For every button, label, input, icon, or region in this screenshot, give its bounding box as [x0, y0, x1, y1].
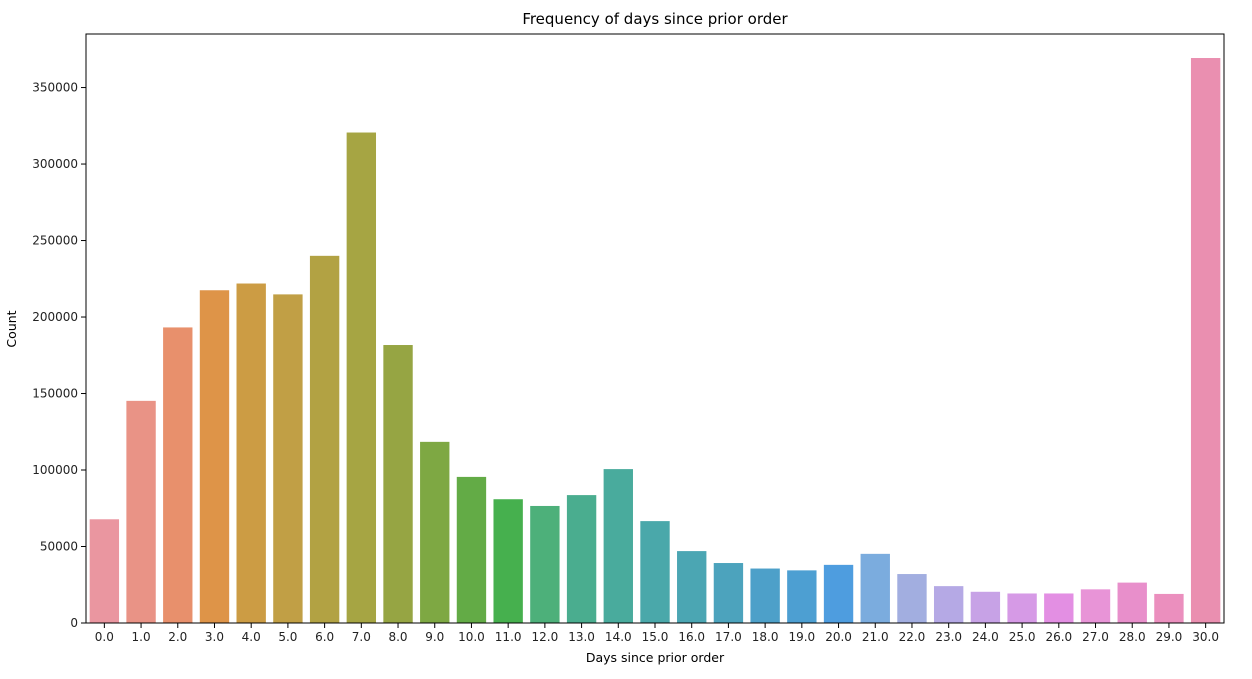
x-tick-label: 1.0: [132, 630, 151, 644]
bar-18.0: [750, 568, 780, 623]
bar-28.0: [1117, 582, 1147, 623]
bar-26.0: [1044, 593, 1074, 623]
x-tick-label: 30.0: [1192, 630, 1219, 644]
bar-24.0: [970, 591, 1001, 623]
x-tick-label: 3.0: [205, 630, 224, 644]
y-tick-label: 50000: [40, 540, 78, 554]
y-tick-label: 250000: [32, 234, 78, 248]
x-tick-label: 0.0: [95, 630, 114, 644]
x-tick-label: 25.0: [1009, 630, 1036, 644]
bar-12.0: [530, 505, 560, 623]
x-tick-label: 26.0: [1045, 630, 1072, 644]
y-tick-label: 150000: [32, 387, 78, 401]
x-tick-label: 9.0: [425, 630, 444, 644]
y-tick-label: 200000: [32, 310, 78, 324]
bar-0.0: [89, 519, 120, 623]
bar-13.0: [566, 495, 597, 623]
x-axis-label: Days since prior order: [586, 650, 725, 665]
x-tick-label: 2.0: [168, 630, 187, 644]
bar-19.0: [787, 570, 817, 623]
x-tick-label: 23.0: [935, 630, 962, 644]
x-tick-label: 11.0: [495, 630, 522, 644]
bar-4.0: [236, 283, 266, 623]
x-tick-label: 13.0: [568, 630, 595, 644]
bar-11.0: [493, 499, 523, 623]
x-tick-label: 4.0: [242, 630, 261, 644]
x-tick-label: 20.0: [825, 630, 852, 644]
bar-3.0: [199, 290, 230, 623]
bar-23.0: [933, 586, 964, 623]
x-tick-label: 18.0: [752, 630, 779, 644]
bar-9.0: [420, 441, 450, 623]
x-axis: 0.0 1.0 2.0 3.0 4.0 5.0 6.0 7.0 8.0 9.0 10.0 11.0 12…: [95, 623, 1219, 644]
x-tick-label: 17.0: [715, 630, 742, 644]
x-tick-label: 14.0: [605, 630, 632, 644]
x-tick-label: 6.0: [315, 630, 334, 644]
bar-5.0: [273, 294, 303, 623]
bar-1.0: [126, 400, 156, 623]
y-tick-label: 100000: [32, 463, 78, 477]
bar-16.0: [677, 551, 707, 623]
x-tick-label: 27.0: [1082, 630, 1109, 644]
bars-group: [89, 58, 1221, 623]
x-tick-label: 21.0: [862, 630, 889, 644]
bar-6.0: [309, 255, 340, 623]
bar-7.0: [346, 132, 377, 623]
bar-25.0: [1007, 593, 1037, 623]
bar-29.0: [1154, 593, 1184, 623]
bar-20.0: [823, 564, 854, 623]
bar-2.0: [163, 327, 193, 623]
x-tick-label: 29.0: [1156, 630, 1183, 644]
bar-21.0: [860, 553, 890, 623]
bar-10.0: [456, 476, 487, 623]
y-tick-label: 300000: [32, 157, 78, 171]
x-tick-label: 19.0: [788, 630, 815, 644]
x-tick-label: 12.0: [532, 630, 559, 644]
y-tick-label: 350000: [32, 81, 78, 95]
bar-17.0: [713, 563, 744, 623]
x-tick-label: 8.0: [388, 630, 407, 644]
x-tick-label: 24.0: [972, 630, 999, 644]
bar-30.0: [1190, 58, 1221, 623]
y-axis: 0 50000 100000 150000 200000 250000 300000 3500…: [32, 81, 86, 630]
bar-27.0: [1080, 589, 1111, 623]
x-tick-label: 22.0: [899, 630, 926, 644]
x-tick-label: 15.0: [642, 630, 669, 644]
x-tick-label: 10.0: [458, 630, 485, 644]
bar-8.0: [383, 345, 413, 623]
bar-14.0: [603, 469, 633, 623]
x-tick-label: 28.0: [1119, 630, 1146, 644]
x-tick-label: 16.0: [678, 630, 705, 644]
bar-15.0: [640, 521, 670, 623]
x-tick-label: 7.0: [352, 630, 371, 644]
y-tick-label: 0: [70, 616, 78, 630]
chart-title: Frequency of days since prior order: [522, 10, 788, 28]
bar-22.0: [897, 574, 927, 623]
x-tick-label: 5.0: [278, 630, 297, 644]
y-axis-label: Count: [4, 310, 19, 347]
